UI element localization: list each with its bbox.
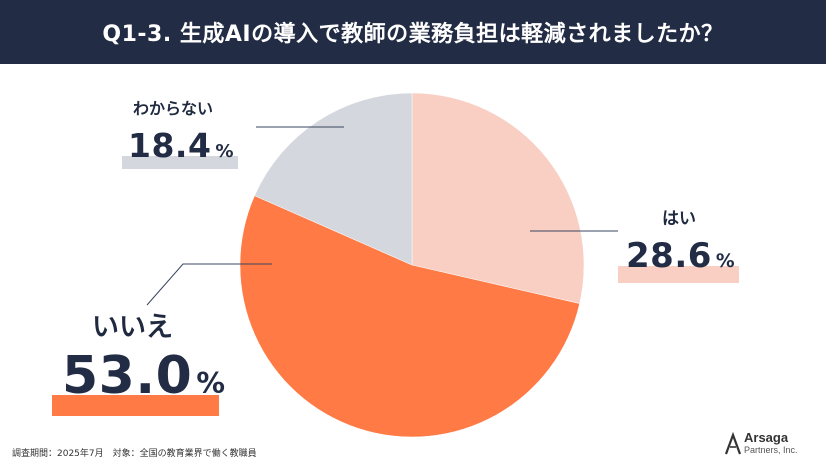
value-yes: 28.6% <box>626 236 735 276</box>
survey-note: 調査期間：2025年7月 対象：全国の教育業界で働く教職員 <box>12 449 257 459</box>
value-unknown: 18.4% <box>128 126 234 165</box>
logo-name: Arsaga <box>744 430 789 445</box>
pie-slices <box>239 92 585 438</box>
value-unknown-unit: % <box>215 141 234 162</box>
highlight-band-unknown <box>122 156 238 169</box>
value-unknown-number: 18.4 <box>128 126 212 165</box>
page-title: Q1-3. 生成AIの導入で教師の業務負担は軽減されましたか？ <box>102 22 724 47</box>
label-yes: はい <box>662 209 696 229</box>
highlight-band-yes <box>618 266 739 283</box>
arsaga-logo-icon <box>724 432 742 455</box>
value-yes-unit: % <box>715 251 735 272</box>
pie-slice-yes <box>411 92 585 304</box>
label-unknown: わからない <box>133 99 214 118</box>
company-logo: Arsaga Partners, Inc. <box>722 430 822 460</box>
leader-line-no <box>146 263 272 306</box>
highlight-band-no <box>52 395 219 416</box>
pie-slice-unknown <box>254 92 413 266</box>
logo-sub: Partners, Inc. <box>744 445 798 455</box>
value-yes-number: 28.6 <box>626 236 712 276</box>
label-no: いいえ <box>92 312 173 343</box>
pie-slice-no <box>239 195 580 438</box>
page-title-bar: Q1-3. 生成AIの導入で教師の業務負担は軽減されましたか？ <box>0 0 826 64</box>
value-no: 53.0% <box>62 346 225 406</box>
value-no-unit: % <box>196 366 225 400</box>
value-no-number: 53.0 <box>62 346 193 406</box>
leader-lines <box>146 126 618 306</box>
